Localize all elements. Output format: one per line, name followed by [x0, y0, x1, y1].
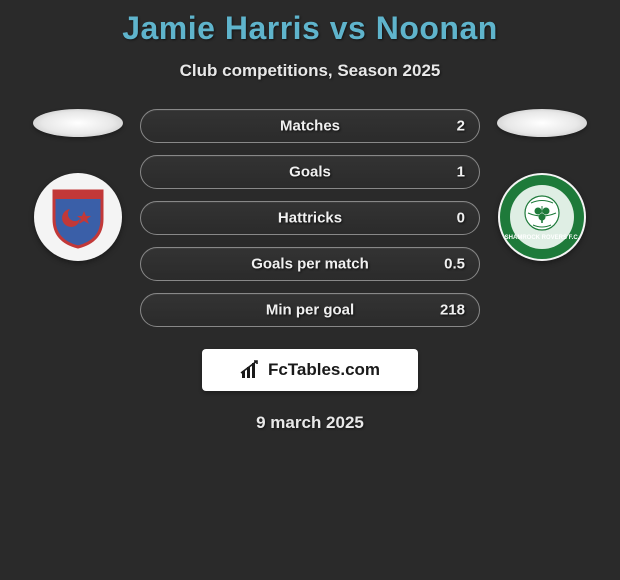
right-side: SHAMROCK ROVERS F.C.	[492, 109, 592, 261]
team-crest-right: SHAMROCK ROVERS F.C.	[498, 173, 586, 261]
branding-badge[interactable]: FcTables.com	[202, 349, 418, 391]
player-placeholder-left	[33, 109, 123, 137]
stat-value-right: 1	[457, 164, 465, 181]
stat-value-right: 2	[457, 118, 465, 135]
stat-row-mpg: Min per goal 218	[140, 293, 480, 327]
stat-value-right: 0	[457, 210, 465, 227]
stat-row-gpm: Goals per match 0.5	[140, 247, 480, 281]
stat-value-right: 0.5	[444, 256, 465, 273]
bar-chart-icon	[240, 359, 262, 381]
shamrock-crest-icon: SHAMROCK ROVERS F.C.	[498, 173, 586, 261]
page-subtitle: Club competitions, Season 2025	[0, 61, 620, 81]
stat-label: Goals	[289, 164, 331, 181]
stat-label: Hattricks	[278, 210, 342, 227]
stats-list: Matches 2 Goals 1 Hattricks 0 Goals per …	[140, 109, 480, 327]
page-title: Jamie Harris vs Noonan	[0, 0, 620, 47]
footer-date: 9 march 2025	[0, 413, 620, 433]
stat-label: Matches	[280, 118, 340, 135]
stat-row-matches: Matches 2	[140, 109, 480, 143]
stat-value-right: 218	[440, 302, 465, 319]
branding-text: FcTables.com	[268, 360, 380, 380]
team-crest-left	[34, 173, 122, 261]
stat-label: Goals per match	[251, 256, 369, 273]
stat-row-goals: Goals 1	[140, 155, 480, 189]
stat-row-hattricks: Hattricks 0	[140, 201, 480, 235]
player-placeholder-right	[497, 109, 587, 137]
stat-label: Min per goal	[266, 302, 354, 319]
shield-icon	[50, 185, 106, 249]
comparison-card: Jamie Harris vs Noonan Club competitions…	[0, 0, 620, 433]
left-side	[28, 109, 128, 261]
main-row: Matches 2 Goals 1 Hattricks 0 Goals per …	[0, 109, 620, 327]
svg-text:SHAMROCK ROVERS F.C.: SHAMROCK ROVERS F.C.	[505, 235, 580, 241]
